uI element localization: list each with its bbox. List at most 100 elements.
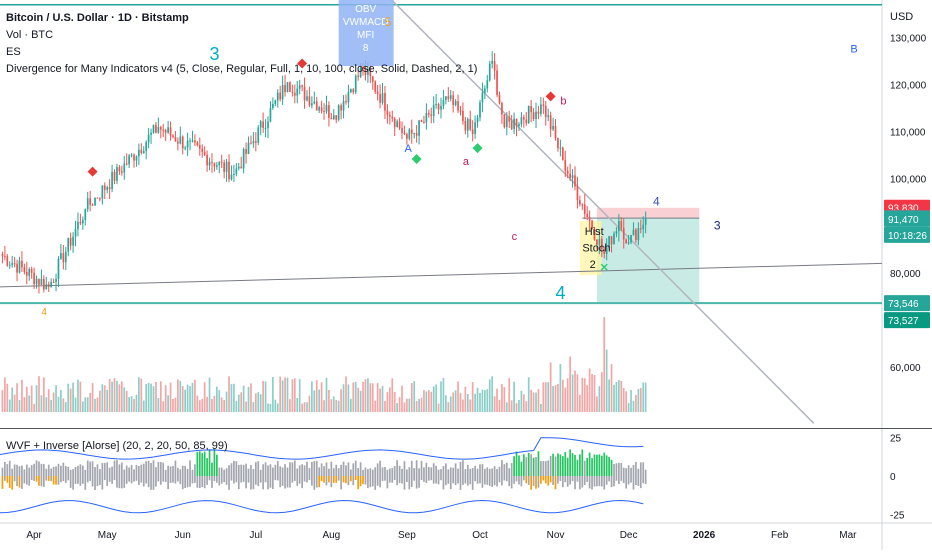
volume-bar[interactable] bbox=[43, 377, 45, 412]
wvf-bar-down[interactable] bbox=[318, 476, 321, 488]
wvf-bar-up[interactable] bbox=[213, 448, 216, 476]
volume-bar[interactable] bbox=[396, 403, 398, 412]
candle-body[interactable] bbox=[52, 281, 55, 283]
volume-bar[interactable] bbox=[11, 387, 14, 412]
wvf-bar-up[interactable] bbox=[359, 462, 362, 476]
candle-body[interactable] bbox=[250, 142, 252, 144]
wvf-bar-up[interactable] bbox=[552, 453, 554, 476]
volume-bar[interactable] bbox=[403, 402, 406, 412]
candle-body[interactable] bbox=[245, 149, 247, 154]
volume-bar[interactable] bbox=[308, 395, 311, 412]
volume-bar[interactable] bbox=[367, 378, 369, 412]
wvf-bar-up[interactable] bbox=[464, 469, 467, 476]
wave-label-3[interactable]: 3 bbox=[210, 44, 220, 64]
wvf-bar-down[interactable] bbox=[116, 476, 118, 488]
candle-body[interactable] bbox=[120, 171, 123, 173]
wvf-bar-down[interactable] bbox=[388, 476, 391, 483]
candle-body[interactable] bbox=[493, 61, 496, 71]
wvf-bar-down[interactable] bbox=[342, 476, 345, 483]
wvf-bar-down[interactable] bbox=[420, 476, 423, 481]
wvf-bar-down[interactable] bbox=[225, 476, 228, 485]
wvf-bar-up[interactable] bbox=[393, 466, 396, 476]
volume-bar[interactable] bbox=[345, 376, 347, 412]
candle-body[interactable] bbox=[69, 237, 72, 246]
volume-bar[interactable] bbox=[225, 391, 228, 412]
volume-bar[interactable] bbox=[457, 381, 459, 412]
wvf-bar-down[interactable] bbox=[330, 476, 333, 488]
wvf-bar-up[interactable] bbox=[211, 462, 213, 476]
volume-bar[interactable] bbox=[515, 403, 518, 412]
wvf-bar-up[interactable] bbox=[639, 462, 642, 476]
volume-bar[interactable] bbox=[583, 378, 586, 412]
wvf-bar-down[interactable] bbox=[449, 476, 452, 490]
wvf-bar-down[interactable] bbox=[47, 476, 50, 481]
wvf-bar-up[interactable] bbox=[328, 468, 330, 476]
wvf-bar-up[interactable] bbox=[240, 464, 243, 476]
wvf-bar-up[interactable] bbox=[164, 469, 167, 476]
wvf-bar-down[interactable] bbox=[174, 476, 177, 484]
wvf-bar-up[interactable] bbox=[257, 461, 260, 476]
wvf-bar-down[interactable] bbox=[262, 476, 264, 490]
candle-body[interactable] bbox=[388, 114, 391, 117]
wvf-bar-down[interactable] bbox=[306, 476, 308, 483]
wvf-bar-down[interactable] bbox=[398, 476, 401, 483]
wvf-lower-band[interactable] bbox=[0, 499, 644, 514]
candle-body[interactable] bbox=[315, 101, 318, 111]
x-tick-label[interactable]: 2026 bbox=[693, 530, 716, 541]
wvf-bar-down[interactable] bbox=[513, 476, 515, 484]
wvf-bar-up[interactable] bbox=[449, 467, 452, 476]
volume-bar[interactable] bbox=[530, 389, 533, 412]
label-B[interactable]: B bbox=[850, 44, 857, 56]
volume-bar[interactable] bbox=[491, 376, 494, 412]
volume-bar[interactable] bbox=[81, 401, 84, 412]
wvf-bar-down[interactable] bbox=[252, 476, 255, 490]
volume-bar[interactable] bbox=[569, 356, 571, 412]
wvf-bar-up[interactable] bbox=[43, 464, 45, 476]
volume-bar[interactable] bbox=[435, 384, 437, 412]
wvf-bar-down[interactable] bbox=[123, 476, 126, 488]
candle-body[interactable] bbox=[276, 92, 279, 101]
volume-bar[interactable] bbox=[627, 403, 630, 412]
candle-body[interactable] bbox=[252, 141, 255, 144]
volume-bar[interactable] bbox=[642, 382, 645, 412]
candle-body[interactable] bbox=[608, 236, 610, 248]
wvf-bar-down[interactable] bbox=[272, 476, 274, 490]
wvf-bar-down[interactable] bbox=[423, 476, 425, 482]
candle-body[interactable] bbox=[308, 96, 311, 106]
volume-bar[interactable] bbox=[471, 382, 474, 412]
candle-body[interactable] bbox=[79, 221, 82, 224]
wvf-bar-up[interactable] bbox=[493, 466, 496, 476]
candle-body[interactable] bbox=[74, 229, 77, 237]
wvf-bar-down[interactable] bbox=[313, 476, 316, 490]
wvf-bar-up[interactable] bbox=[600, 455, 603, 476]
wvf-bar-down[interactable] bbox=[357, 476, 360, 490]
wvf-bar-up[interactable] bbox=[335, 464, 338, 476]
wvf-bar-down[interactable] bbox=[293, 476, 296, 481]
wvf-bar-down[interactable] bbox=[13, 476, 16, 482]
candle-body[interactable] bbox=[242, 149, 245, 169]
wvf-bar-down[interactable] bbox=[206, 476, 208, 485]
candle-body[interactable] bbox=[38, 278, 40, 285]
candle-body[interactable] bbox=[540, 104, 542, 114]
wvf-bar-down[interactable] bbox=[191, 476, 194, 484]
candle-body[interactable] bbox=[194, 140, 196, 143]
wvf-bar-down[interactable] bbox=[481, 476, 484, 488]
candle-body[interactable] bbox=[4, 255, 6, 257]
candle-body[interactable] bbox=[586, 213, 589, 217]
candle-body[interactable] bbox=[57, 258, 60, 279]
wvf-bar-down[interactable] bbox=[240, 476, 243, 483]
volume-bar[interactable] bbox=[427, 390, 430, 412]
candle-body[interactable] bbox=[581, 204, 584, 206]
candle-body[interactable] bbox=[128, 155, 130, 165]
volume-bar[interactable] bbox=[596, 396, 598, 412]
wvf-bar-up[interactable] bbox=[481, 464, 484, 476]
wvf-bar-down[interactable] bbox=[201, 476, 204, 488]
volume-bar[interactable] bbox=[610, 364, 613, 412]
volume-bar[interactable] bbox=[77, 379, 79, 412]
volume-bar[interactable] bbox=[315, 380, 318, 412]
candle-body[interactable] bbox=[67, 237, 70, 252]
candle-body[interactable] bbox=[147, 134, 150, 143]
volume-bar[interactable] bbox=[525, 401, 528, 412]
wvf-bar-down[interactable] bbox=[410, 476, 413, 487]
wvf-bar-up[interactable] bbox=[357, 468, 360, 476]
